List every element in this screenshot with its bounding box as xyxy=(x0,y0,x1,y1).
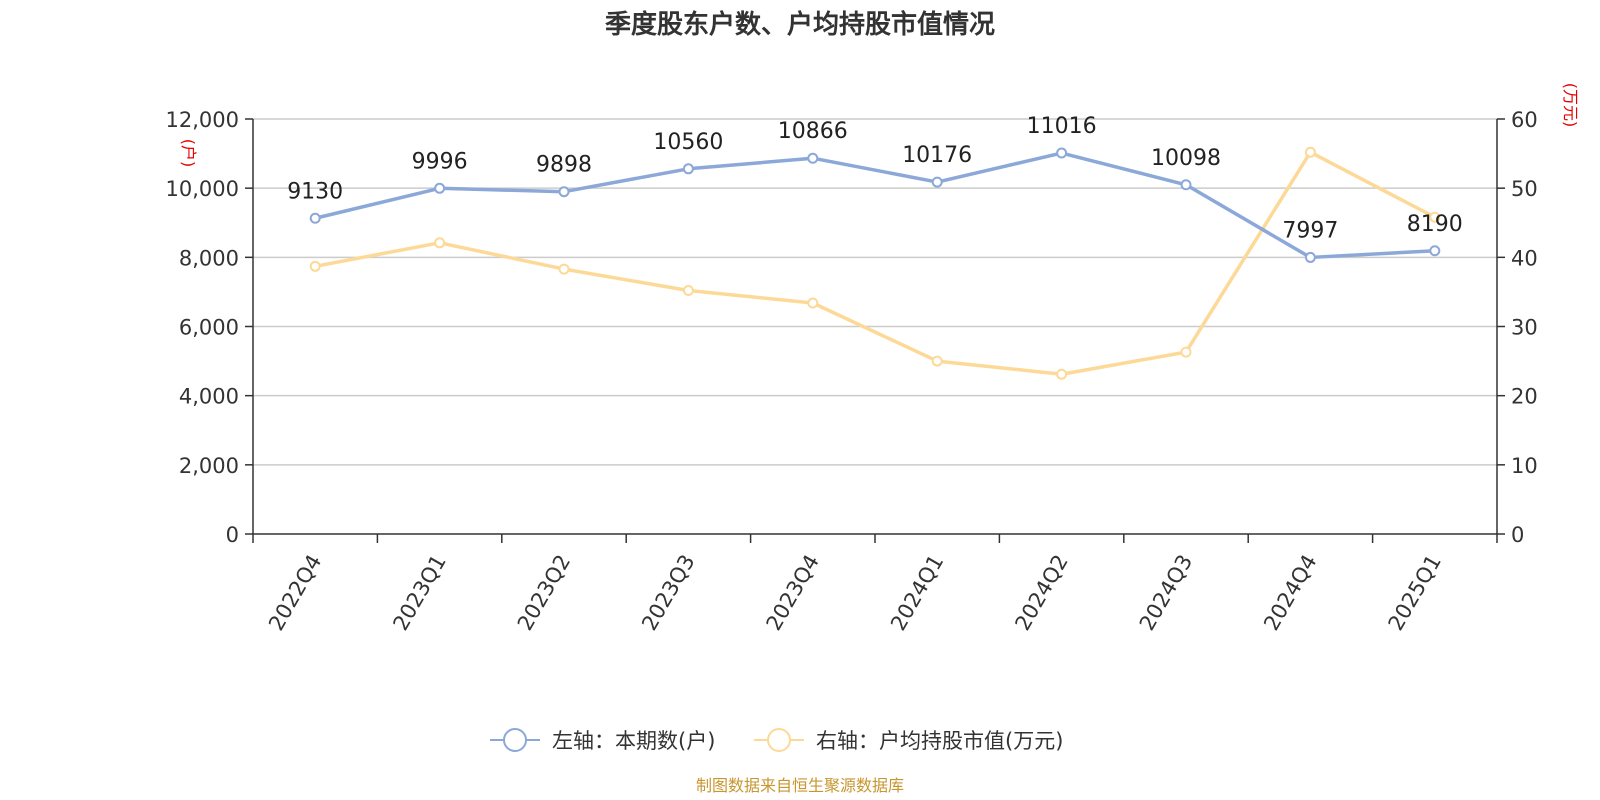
x-tick-label: 2023Q3 xyxy=(637,551,699,635)
legend-marker-right-series xyxy=(767,728,791,752)
right-tick-label: 0 xyxy=(1511,523,1524,547)
data-label: 9898 xyxy=(536,153,592,178)
data-point-right[interactable] xyxy=(682,285,694,297)
right-axis-unit: (万元) xyxy=(1561,83,1580,128)
series-points xyxy=(309,146,1441,380)
legend-item-right-series[interactable]: 右轴：户均持股市值(万元) xyxy=(754,728,1063,753)
data-point-left[interactable] xyxy=(931,176,943,188)
data-point-left[interactable] xyxy=(682,163,694,175)
data-label: 7997 xyxy=(1282,218,1338,243)
data-point-right[interactable] xyxy=(1429,211,1441,223)
x-axis-ticks: 2022Q4 2023Q1 2023Q2 2023Q3 2023Q4 2024Q1 2024… xyxy=(252,534,1498,635)
x-tick-label: 2025Q1 xyxy=(1384,551,1446,635)
data-label: 8190 xyxy=(1407,212,1463,237)
legend[interactable]: 左轴：本期数(户) 右轴：户均持股市值(万元) xyxy=(490,728,1063,753)
x-tick-label: 2023Q1 xyxy=(388,551,450,635)
series-line-right xyxy=(314,150,1436,376)
left-tick-label: 0 xyxy=(226,523,239,547)
chart-title: 季度股东户数、户均持股市值情况 xyxy=(605,9,995,40)
left-axis-unit: (户) xyxy=(179,139,198,168)
left-tick-label: 12,000 xyxy=(166,108,239,132)
right-tick-label: 60 xyxy=(1511,108,1538,132)
x-tick-label: 2024Q4 xyxy=(1259,551,1321,635)
data-point-right[interactable] xyxy=(1180,346,1192,358)
x-tick-label: 2023Q2 xyxy=(513,551,575,635)
data-label: 9996 xyxy=(412,149,468,174)
data-point-left[interactable] xyxy=(309,212,321,224)
left-tick-label: 8,000 xyxy=(179,246,239,270)
x-tick-label: 2024Q3 xyxy=(1135,551,1197,635)
legend-label-right-series: 右轴：户均持股市值(万元) xyxy=(816,729,1063,753)
data-point-left[interactable] xyxy=(1180,179,1192,191)
data-point-right[interactable] xyxy=(807,297,819,309)
right-tick-label: 30 xyxy=(1511,316,1538,340)
series-line-left xyxy=(314,151,1435,260)
data-point-left[interactable] xyxy=(434,182,446,194)
data-labels: 9130 9996 9898 10560 10866 10176 11016 10098 799… xyxy=(287,114,1463,243)
data-point-right[interactable] xyxy=(434,237,446,249)
left-axis-ticks: 0 2,000 4,000 6,000 8,000 10,000 12,000 xyxy=(166,108,253,547)
legend-label-left-series: 左轴：本期数(户) xyxy=(552,729,715,753)
data-point-left[interactable] xyxy=(558,186,570,198)
legend-item-left-series[interactable]: 左轴：本期数(户) xyxy=(490,728,715,753)
x-tick-label: 2023Q4 xyxy=(762,551,824,635)
data-label: 10560 xyxy=(653,130,723,155)
data-label: 10176 xyxy=(902,143,972,168)
x-tick-label: 2024Q1 xyxy=(886,551,948,635)
data-point-right[interactable] xyxy=(558,263,570,275)
data-point-right[interactable] xyxy=(1056,368,1068,380)
series-lines xyxy=(314,150,1436,376)
data-label: 11016 xyxy=(1027,114,1097,139)
data-label: 10098 xyxy=(1151,146,1221,171)
legend-marker-left-series xyxy=(503,728,527,752)
data-point-right[interactable] xyxy=(931,355,943,367)
x-tick-label: 2024Q2 xyxy=(1010,551,1072,635)
data-point-left[interactable] xyxy=(1429,245,1441,257)
right-tick-label: 20 xyxy=(1511,385,1538,409)
right-axis-ticks: 0 10 20 30 40 50 60 xyxy=(1497,108,1538,547)
data-label: 10866 xyxy=(778,119,848,144)
data-point-right[interactable] xyxy=(309,260,321,272)
right-tick-label: 10 xyxy=(1511,454,1538,478)
data-point-left[interactable] xyxy=(1304,251,1316,263)
left-tick-label: 4,000 xyxy=(179,385,239,409)
left-tick-label: 10,000 xyxy=(166,177,239,201)
data-source-note: 制图数据来自恒生聚源数据库 xyxy=(696,776,904,795)
data-point-left[interactable] xyxy=(807,152,819,164)
data-point-right[interactable] xyxy=(1304,146,1316,158)
left-tick-label: 2,000 xyxy=(179,454,239,478)
x-tick-label: 2022Q4 xyxy=(264,551,326,635)
data-label: 9130 xyxy=(287,179,343,204)
right-tick-label: 40 xyxy=(1511,246,1538,270)
data-point-left[interactable] xyxy=(1056,147,1068,159)
left-tick-label: 6,000 xyxy=(179,316,239,340)
right-tick-label: 50 xyxy=(1511,177,1538,201)
